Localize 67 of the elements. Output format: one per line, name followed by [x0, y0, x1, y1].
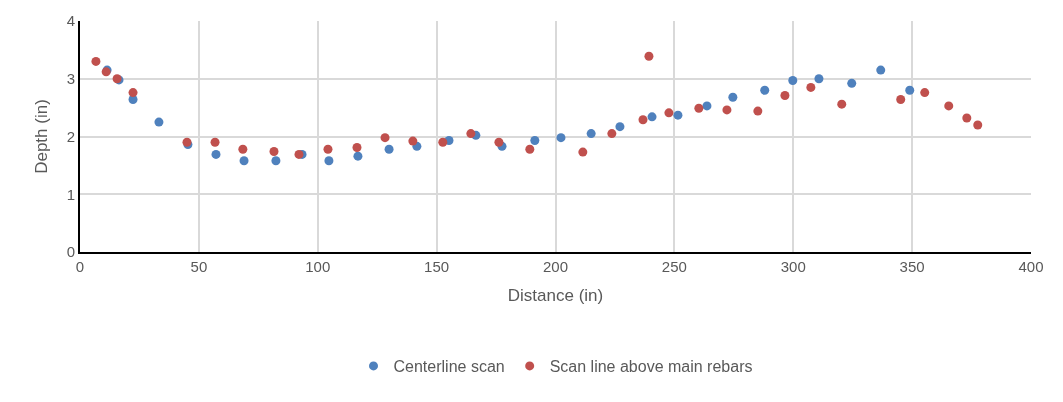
point [615, 122, 625, 132]
point [380, 133, 390, 143]
point [780, 91, 790, 100]
point [760, 85, 770, 95]
point [876, 65, 886, 75]
y-tick-label: 4 [66, 12, 75, 30]
point [525, 144, 535, 154]
point [837, 99, 847, 109]
point [91, 56, 101, 66]
point [905, 85, 915, 95]
point [211, 149, 221, 159]
point [238, 144, 248, 154]
point [814, 74, 824, 84]
point [920, 88, 930, 98]
point [239, 156, 249, 166]
x-tick-label: 250 [661, 258, 687, 275]
point [384, 144, 394, 154]
x-tick-label: 100 [305, 258, 331, 275]
y-axis-title: Depth (in) [31, 99, 51, 174]
point [438, 137, 448, 147]
point [664, 108, 674, 118]
x-tick-label: 300 [780, 258, 806, 275]
point [694, 103, 704, 113]
x-axis-title: Distance (in) [507, 285, 604, 305]
point [271, 156, 281, 166]
point [722, 105, 732, 115]
point [210, 137, 220, 147]
point [728, 92, 738, 102]
point [578, 147, 588, 157]
point [128, 88, 138, 98]
point [408, 136, 418, 146]
y-tick-label: 3 [66, 70, 75, 87]
y-tick-label: 1 [66, 185, 75, 203]
point [323, 144, 333, 154]
point [607, 129, 617, 139]
point [644, 51, 654, 61]
legend-label: Scan line above main rebars [549, 358, 753, 376]
point [702, 101, 712, 111]
point [673, 110, 683, 120]
x-tick-label: 400 [1018, 258, 1044, 275]
legend-label: Centerline scan [393, 358, 505, 376]
point [353, 151, 363, 161]
point [962, 113, 972, 123]
point [466, 129, 476, 139]
point [324, 156, 334, 166]
x-tick-label: 350 [899, 258, 925, 275]
point [788, 75, 798, 85]
y-tick-label: 0 [66, 243, 75, 261]
x-tick-label: 200 [542, 258, 569, 275]
point [847, 78, 857, 88]
point [586, 129, 596, 139]
point [352, 142, 362, 152]
point [753, 106, 763, 116]
point [896, 95, 906, 105]
point [530, 136, 540, 146]
point [494, 137, 504, 147]
y-tick-label: 2 [66, 127, 75, 145]
point [944, 101, 954, 111]
point [269, 147, 279, 157]
point [806, 82, 816, 92]
point [973, 120, 983, 130]
x-tick-label: 150 [424, 258, 450, 275]
point [154, 117, 164, 127]
point [647, 112, 657, 122]
x-tick-label: 50 [190, 258, 208, 275]
point [638, 115, 648, 125]
point [556, 133, 566, 143]
